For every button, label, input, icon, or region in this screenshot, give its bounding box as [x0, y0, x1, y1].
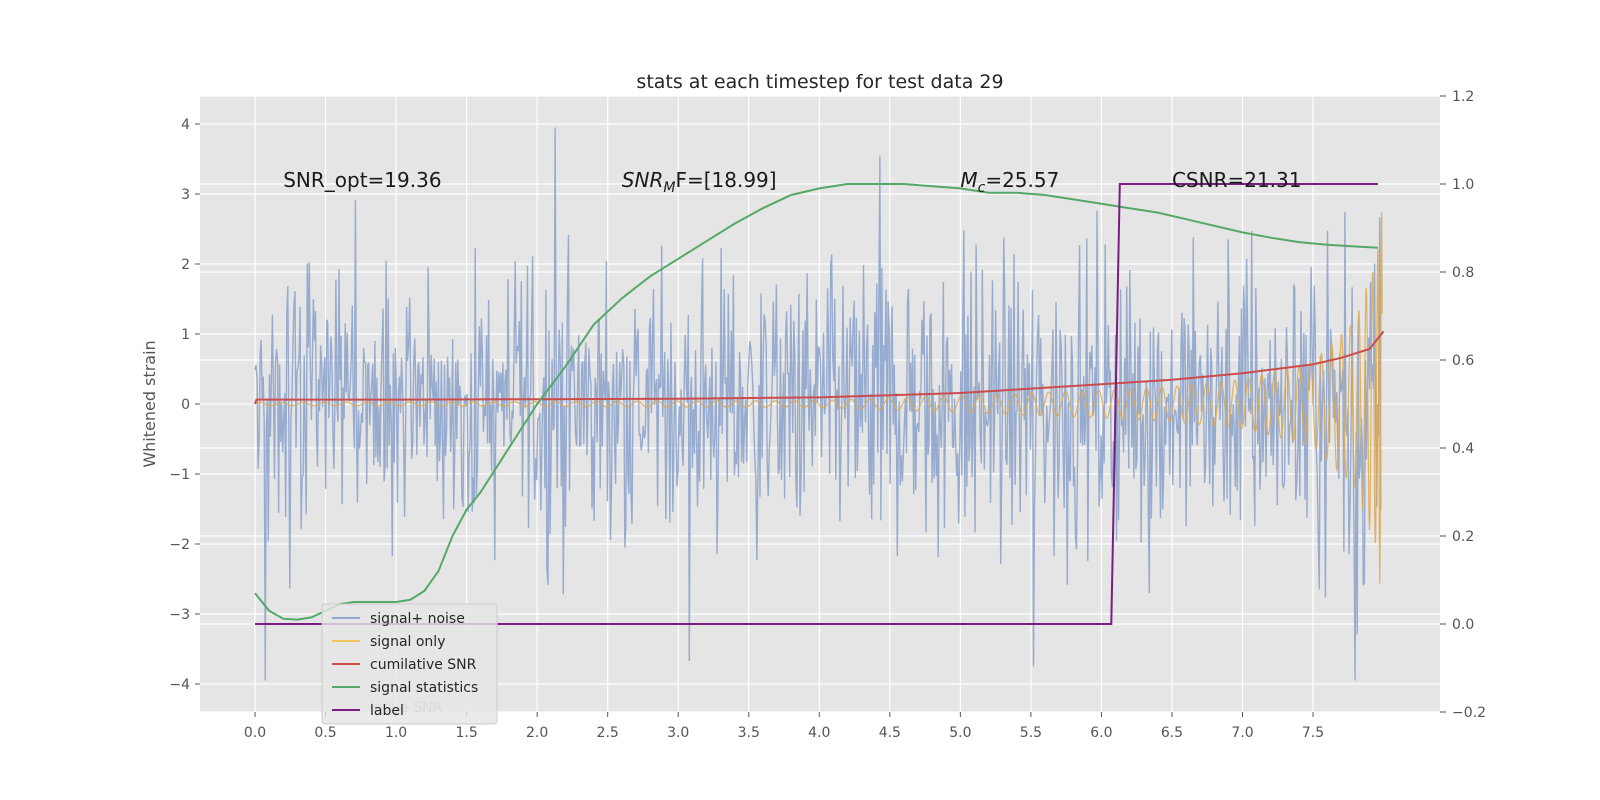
x-tick-label: 6.5 [1161, 725, 1183, 741]
y-tick-label: 3 [181, 187, 190, 203]
y2-tick-label: 0.4 [1452, 441, 1474, 457]
signal-only-line [254, 211, 1383, 584]
signal-only-series [254, 211, 1383, 584]
x-tick-label: 2.5 [597, 725, 619, 741]
y-tick-label: 4 [181, 117, 190, 133]
annotation-4: CSNR=21.31 [1172, 168, 1302, 192]
label-line [255, 183, 1378, 625]
x-tick-label: 1.0 [385, 725, 407, 741]
y-tick-label: 1 [181, 327, 190, 343]
signal-noise-line [254, 127, 1382, 681]
y2-tick-label: 1.2 [1452, 89, 1474, 105]
legend-label: label [370, 703, 404, 719]
y-tick-label: −4 [169, 677, 190, 693]
x-tick-label: 3.0 [667, 725, 689, 741]
y-tick-label: −2 [169, 537, 190, 553]
x-tick-label: 6.0 [1090, 725, 1112, 741]
signal-statistics-line [254, 183, 1378, 621]
x-tick-label: 7.0 [1231, 725, 1253, 741]
y2-tick-label: −0.2 [1452, 705, 1486, 721]
y-tick-label: 0 [181, 397, 190, 413]
y2-tick-label: 0.2 [1452, 529, 1474, 545]
legend-box [321, 603, 498, 725]
chart-title: stats at each timestep for test data 29 [636, 71, 1003, 93]
x-tick-label: 0.5 [314, 725, 336, 741]
right-axis-series [254, 183, 1385, 625]
y2-tick-label: 0.0 [1452, 617, 1474, 633]
y2-tick-label: 0.8 [1452, 265, 1474, 281]
annotations: SNR_opt=19.36 SNRMF=[18.99] Mc=25.57 CSNR=2… [283, 168, 1301, 196]
legend-label: cumilative SNR [370, 657, 477, 673]
y-axis-label: Whitened strain [140, 340, 159, 467]
legend-label: signal statistics [370, 680, 478, 696]
x-tick-label: 5.0 [949, 725, 971, 741]
x-tick-label: 3.5 [738, 725, 760, 741]
annotation-1: SNR_opt=19.36 [283, 168, 441, 192]
y-tick-label: −1 [169, 467, 190, 483]
cumilative-snr-line [254, 330, 1385, 405]
x-tick-label: 4.0 [808, 725, 830, 741]
y2-tick-label: 0.6 [1452, 353, 1474, 369]
x-tick-label: 2.0 [526, 725, 548, 741]
legend-label: signal only [370, 634, 445, 650]
tick-labels: 0.0 0.5 1.0 1.5 2.0 2.5 3.0 3.5 4.0 4.5 5.0 5.5 6.0 6… [169, 89, 1486, 741]
y2-tick-label: 1.0 [1452, 177, 1474, 193]
x-tick-label: 0.0 [244, 725, 266, 741]
y-tick-label: 2 [181, 257, 190, 273]
legend-label: signal+ noise [370, 611, 465, 627]
x-tick-label: 5.5 [1020, 725, 1042, 741]
x-tick-label: 4.5 [879, 725, 901, 741]
signal-noise-series [254, 127, 1382, 681]
x-tick-label: 1.5 [455, 725, 477, 741]
y-tick-label: −3 [169, 607, 190, 623]
annotation-2: SNRMF=[18.99] [622, 168, 777, 196]
annotation-3: Mc=25.57 [960, 168, 1059, 196]
x-tick-label: 7.5 [1302, 725, 1324, 741]
